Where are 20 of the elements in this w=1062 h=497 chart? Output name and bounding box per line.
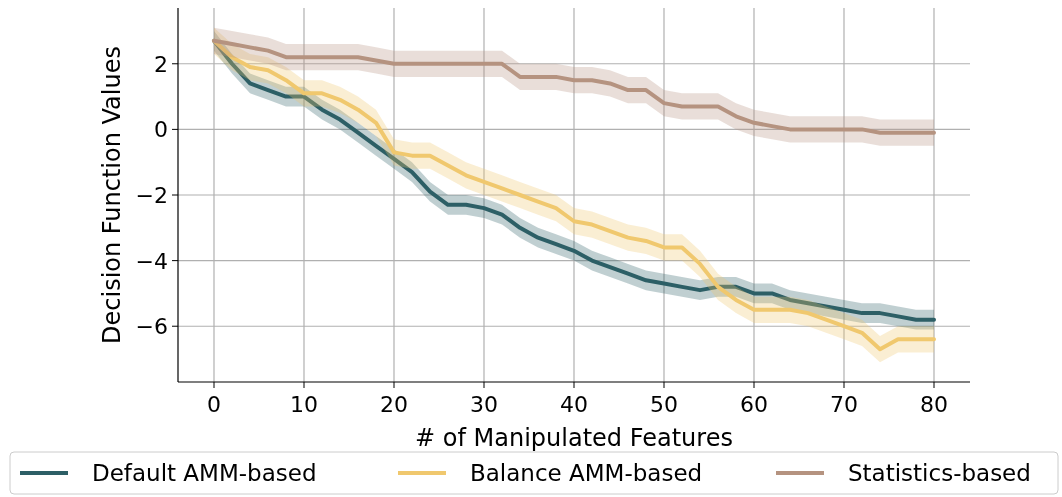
y-tick-label: 2 [154, 51, 168, 77]
x-tick-label: 20 [380, 392, 408, 417]
x-tick-label: 0 [207, 392, 221, 417]
line-series [212, 38, 936, 135]
y-axis-title: Decision Function Values [98, 46, 126, 344]
x-tick-label: 30 [470, 392, 498, 417]
x-tick-label: 80 [920, 392, 948, 417]
x-tick-label: 40 [560, 392, 588, 417]
y-tick-label: −2 [135, 183, 168, 208]
x-tick-label: 50 [650, 392, 678, 417]
legend-label: Balance AMM-based [470, 460, 703, 486]
y-tick-label: −6 [135, 314, 168, 340]
legend-label: Statistics-based [848, 460, 1031, 486]
x-tick-label: 60 [740, 392, 768, 417]
x-axis-title: # of Manipulated Features [415, 424, 733, 452]
x-tick-label: 70 [830, 392, 858, 417]
legend-label: Default AMM-based [92, 460, 317, 486]
y-tick-label: −4 [135, 248, 168, 274]
y-tick-label: 0 [154, 117, 168, 143]
x-tick-label: 10 [290, 392, 318, 417]
